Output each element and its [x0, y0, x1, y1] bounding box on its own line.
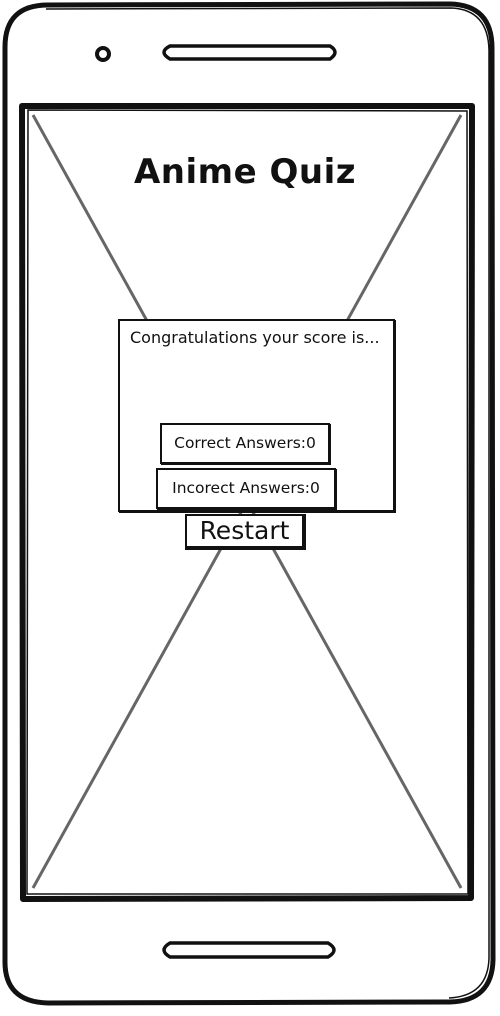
incorrect-answers-counter: Incorect Answers:0: [156, 468, 336, 509]
correct-answers-counter: Correct Answers:0: [160, 423, 330, 464]
camera-icon: [95, 46, 111, 62]
title-backer: [140, 150, 350, 196]
page-title: Anime Quiz: [133, 152, 357, 192]
speaker-slot: [162, 44, 337, 61]
restart-button[interactable]: Restart: [185, 514, 306, 550]
score-heading: Congratulations your score is...: [130, 328, 380, 347]
home-bar: [162, 941, 336, 959]
